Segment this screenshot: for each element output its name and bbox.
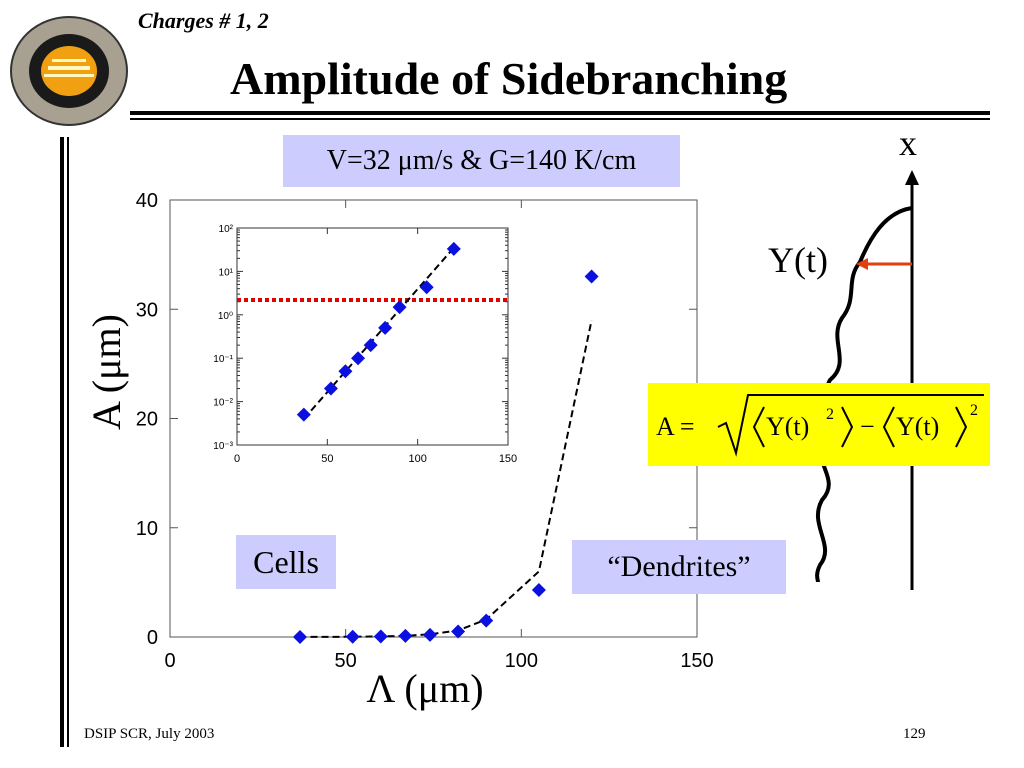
inset-x-tick-label: 150 — [499, 453, 517, 465]
inset-y-tick-label: 10⁻³ — [213, 441, 233, 452]
main-chart: 0 50 100 150 0 10 20 30 40 Λ (μm) A (μm) — [84, 190, 714, 711]
left-rule-thick — [60, 137, 64, 747]
slide-title: Amplitude of Sidebranching — [230, 53, 788, 104]
data-point — [584, 269, 599, 284]
formula-lhs: A = — [656, 412, 695, 441]
y-tick-label: 20 — [136, 409, 158, 431]
inset-y-tick-label: 10² — [219, 224, 234, 235]
inset-data-point — [392, 300, 407, 315]
sqrt-sign — [717, 394, 984, 457]
inset-data-point — [378, 320, 393, 335]
inset-x-tick-label: 0 — [234, 453, 240, 465]
x-tick-label: 50 — [335, 650, 357, 672]
langle-1 — [752, 406, 765, 448]
formula-exp-1: 2 — [826, 406, 834, 423]
title-rule-thick — [130, 111, 990, 115]
inset-x-tick-label: 50 — [321, 453, 333, 465]
rangle-1 — [841, 406, 854, 448]
dendrites-label: “Dendrites” — [572, 540, 786, 594]
inset-chart: 0 50 100 150 10⁻³ 10⁻² 10⁻¹ 10⁰ 10¹ 10² — [213, 224, 517, 465]
y-tick-label: 10 — [136, 518, 158, 540]
formula-exp-2: 2 — [970, 402, 978, 419]
footer-page-number: 129 — [903, 726, 926, 742]
langle-2 — [882, 406, 895, 448]
y-of-t-label: Y(t) — [768, 240, 828, 280]
formula-term-1: Y(t) — [766, 412, 809, 441]
y-tick-label: 40 — [136, 190, 158, 212]
data-point — [479, 613, 494, 628]
inset-plot-frame — [236, 227, 509, 446]
isu-msfc-seal-logo — [10, 16, 128, 126]
x-axis-arrowhead — [905, 170, 919, 185]
y-tick-label: 0 — [147, 627, 158, 649]
data-point — [451, 624, 466, 639]
x-axis-label: x — [899, 123, 917, 163]
left-rule-thin — [67, 137, 69, 747]
data-point — [292, 629, 307, 644]
rangle-2 — [955, 406, 968, 448]
inset-data-point — [296, 407, 311, 422]
x-axis-title: Λ (μm) — [366, 666, 483, 711]
inset-data-point — [323, 381, 338, 396]
cells-label: Cells — [236, 535, 336, 589]
y-axis-title: A (μm) — [84, 314, 129, 430]
inset-data-point — [419, 280, 434, 295]
inset-data-point — [446, 241, 461, 256]
amplitude-arrowhead — [856, 258, 868, 270]
slide-subtitle: Charges # 1, 2 — [138, 8, 269, 33]
formula-minus: − — [860, 412, 875, 441]
x-tick-label: 150 — [680, 650, 713, 672]
inset-y-tick-label: 10⁻¹ — [213, 354, 233, 365]
inset-y-tick-label: 10⁻² — [213, 398, 233, 409]
inset-data-point — [363, 338, 378, 353]
data-point — [531, 583, 546, 598]
x-tick-label: 0 — [164, 650, 175, 672]
fit-line — [310, 319, 593, 638]
data-point — [345, 629, 360, 644]
inset-y-tick-label: 10¹ — [219, 267, 234, 278]
data-point — [398, 628, 413, 643]
x-tick-label: 100 — [505, 650, 538, 672]
inset-y-tick-label: 10⁰ — [218, 311, 233, 322]
inset-x-tick-label: 100 — [408, 453, 426, 465]
inset-data-point — [351, 351, 366, 366]
data-point — [422, 627, 437, 642]
condition-label: V=32 μm/s & G=140 K/cm — [283, 135, 680, 187]
title-rule-thin — [130, 118, 990, 120]
amplitude-formula: A = Y(t) 2 − Y(t) 2 — [648, 383, 990, 466]
data-point — [373, 629, 388, 644]
footer-left: DSIP SCR, July 2003 — [84, 726, 215, 742]
interface-sketch: x Y(t) — [768, 123, 919, 590]
y-tick-label: 30 — [136, 299, 158, 321]
inset-data-point — [338, 364, 353, 379]
formula-term-2: Y(t) — [896, 412, 939, 441]
